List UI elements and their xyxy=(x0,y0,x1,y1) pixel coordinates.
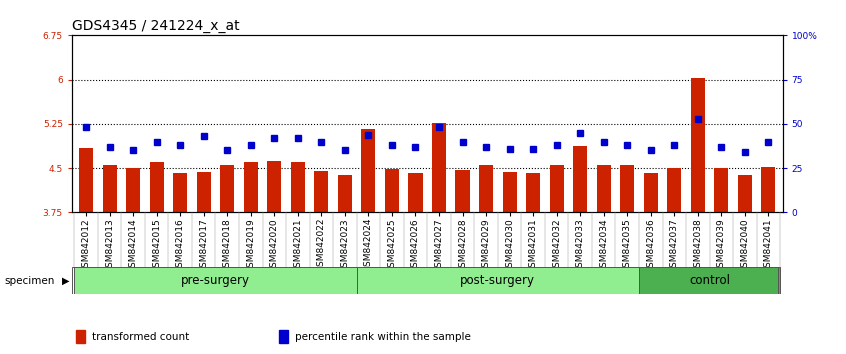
Bar xyxy=(173,173,187,212)
Bar xyxy=(79,148,93,212)
Text: control: control xyxy=(689,274,730,287)
Bar xyxy=(244,162,258,212)
Bar xyxy=(357,267,639,294)
Bar xyxy=(385,169,399,212)
Bar xyxy=(526,173,541,212)
Bar xyxy=(455,170,470,212)
Bar xyxy=(596,165,611,212)
Bar xyxy=(738,175,752,212)
Text: percentile rank within the sample: percentile rank within the sample xyxy=(295,332,471,342)
Bar xyxy=(267,161,282,212)
Text: pre-surgery: pre-surgery xyxy=(181,274,250,287)
Text: ▶: ▶ xyxy=(62,275,69,286)
Bar xyxy=(573,146,587,212)
Bar xyxy=(314,171,328,212)
Bar xyxy=(479,165,493,212)
Bar xyxy=(667,168,681,212)
Bar xyxy=(126,168,140,212)
Bar xyxy=(338,175,352,212)
Bar xyxy=(291,162,305,212)
Bar xyxy=(714,168,728,212)
Bar xyxy=(196,172,211,212)
Bar xyxy=(691,79,705,212)
Text: specimen: specimen xyxy=(4,275,55,286)
Bar xyxy=(102,165,117,212)
Bar xyxy=(74,267,357,294)
Bar xyxy=(150,162,163,212)
Bar xyxy=(620,165,634,212)
Text: GDS4345 / 241224_x_at: GDS4345 / 241224_x_at xyxy=(72,19,239,33)
Bar xyxy=(361,129,376,212)
Bar xyxy=(550,165,563,212)
Bar xyxy=(639,267,780,294)
Text: transformed count: transformed count xyxy=(92,332,190,342)
Bar xyxy=(644,173,658,212)
Bar xyxy=(432,123,446,212)
Text: post-surgery: post-surgery xyxy=(460,274,536,287)
Bar xyxy=(761,167,776,212)
Bar xyxy=(503,172,517,212)
Bar xyxy=(220,165,234,212)
Bar xyxy=(409,173,422,212)
